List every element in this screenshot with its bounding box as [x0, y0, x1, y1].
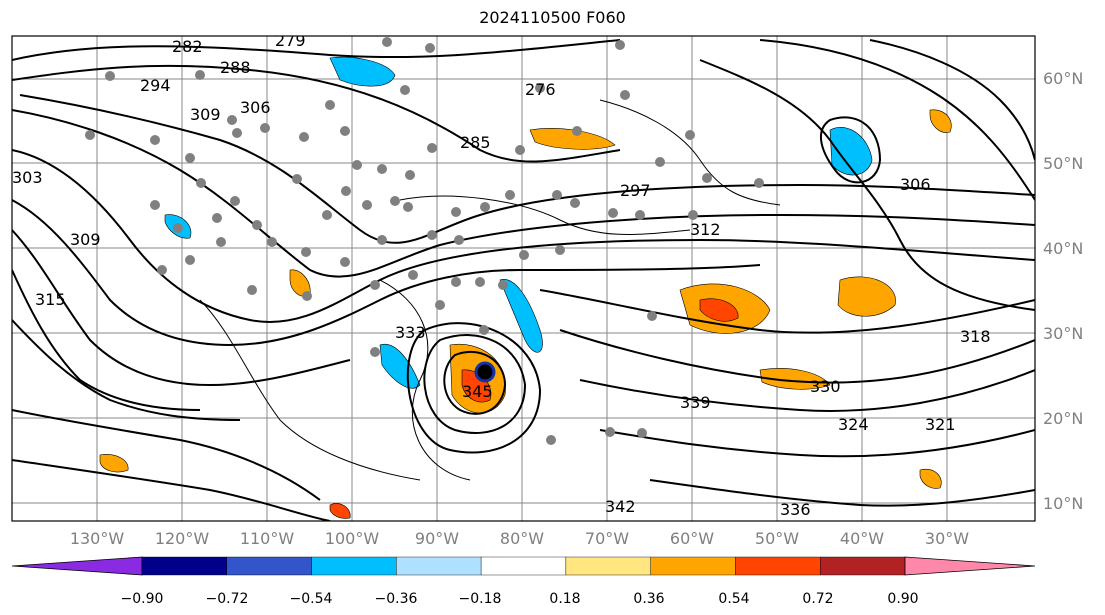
contour-label: 315: [35, 290, 66, 309]
contour-label: 321: [925, 415, 956, 434]
lon-label: 100°W: [325, 529, 380, 548]
colorbar-segment: [735, 556, 821, 576]
contour-label: 306: [900, 175, 931, 194]
lat-label: 40°N: [1043, 239, 1083, 258]
lat-label: 50°N: [1043, 154, 1083, 173]
contour-label: 282: [172, 37, 203, 56]
colorbar-tick-labels: −0.90 −0.72 −0.54 −0.36 −0.18 0.18 0.36 …: [121, 591, 919, 607]
contour-label: 333: [395, 323, 426, 342]
colorbar-segment: [480, 556, 567, 576]
contour-label: 309: [190, 105, 221, 124]
colorbar-tick-label: −0.72: [206, 591, 249, 607]
lon-label: 80°W: [500, 529, 544, 548]
map-title: 2024110500 F060: [479, 8, 626, 27]
colorbar-segment: [820, 556, 906, 576]
lon-label: 90°W: [415, 529, 459, 548]
contour-label: 309: [70, 230, 101, 249]
contour-label: 306: [240, 98, 271, 117]
colorbar-segment: [565, 556, 651, 576]
contour-label: 336: [780, 500, 811, 519]
lon-label: 130°W: [70, 529, 125, 548]
colorbar-segment: [311, 556, 397, 576]
contour-label: 318: [960, 327, 991, 346]
shaded-patches: [99, 56, 952, 519]
contour-label: 297: [620, 181, 651, 200]
lon-label: 50°W: [755, 529, 799, 548]
contour-label: 288: [220, 58, 251, 77]
lon-label: 110°W: [240, 529, 295, 548]
colorbar-segment: [396, 556, 482, 576]
colorbar-tick-label: −0.18: [459, 591, 502, 607]
colorbar-tick-label: 0.72: [802, 591, 833, 607]
contour-label: 312: [690, 220, 721, 239]
contour-label: 294: [140, 76, 171, 95]
contour-label: 330: [810, 377, 841, 396]
contour-label: 303: [12, 168, 43, 187]
colorbar-segment: [11, 556, 143, 576]
colorbar-segment: [141, 556, 227, 576]
lat-label: 60°N: [1043, 69, 1083, 88]
colorbar-segment: [226, 556, 312, 576]
contour-label: 285: [460, 133, 491, 152]
contour-label: 339: [680, 393, 711, 412]
contour-label: 345: [462, 382, 493, 401]
colorbar-tick-label: 0.36: [633, 591, 664, 607]
colorbar-tick-label: −0.36: [375, 591, 418, 607]
storm-center-marker: [474, 361, 496, 383]
colorbar-segment: [904, 556, 1036, 576]
station-markers: [85, 37, 764, 445]
lat-label: 30°N: [1043, 324, 1083, 343]
colorbar-tick-label: 0.18: [549, 591, 580, 607]
contour-label: 324: [838, 415, 869, 434]
longitude-axis: 130°W 120°W 110°W 100°W 90°W 80°W 70°W 6…: [70, 529, 969, 548]
colorbar-tick-label: −0.90: [121, 591, 164, 607]
colorbar: [11, 556, 1036, 576]
colorbar-tick-label: 0.90: [887, 591, 918, 607]
contour-label-group: 282 279 288 294 306 309 276 285 297 303 …: [12, 31, 991, 519]
thin-contours: [199, 99, 781, 481]
lon-label: 60°W: [670, 529, 714, 548]
colorbar-tick-label: 0.54: [718, 591, 749, 607]
contour-label: 276: [525, 80, 556, 99]
lat-label: 20°N: [1043, 409, 1083, 428]
map-border: [11, 35, 1036, 522]
contour-label: 279: [275, 31, 306, 50]
latitude-axis: 60°N 50°N 40°N 30°N 20°N 10°N: [1043, 69, 1083, 513]
lon-label: 120°W: [155, 529, 210, 548]
lon-label: 30°W: [925, 529, 969, 548]
contour-label: 342: [605, 497, 636, 516]
colorbar-segment: [650, 556, 736, 576]
colorbar-tick-label: −0.54: [290, 591, 333, 607]
lon-label: 70°W: [585, 529, 629, 548]
lon-label: 40°W: [840, 529, 884, 548]
lat-label: 10°N: [1043, 494, 1083, 513]
